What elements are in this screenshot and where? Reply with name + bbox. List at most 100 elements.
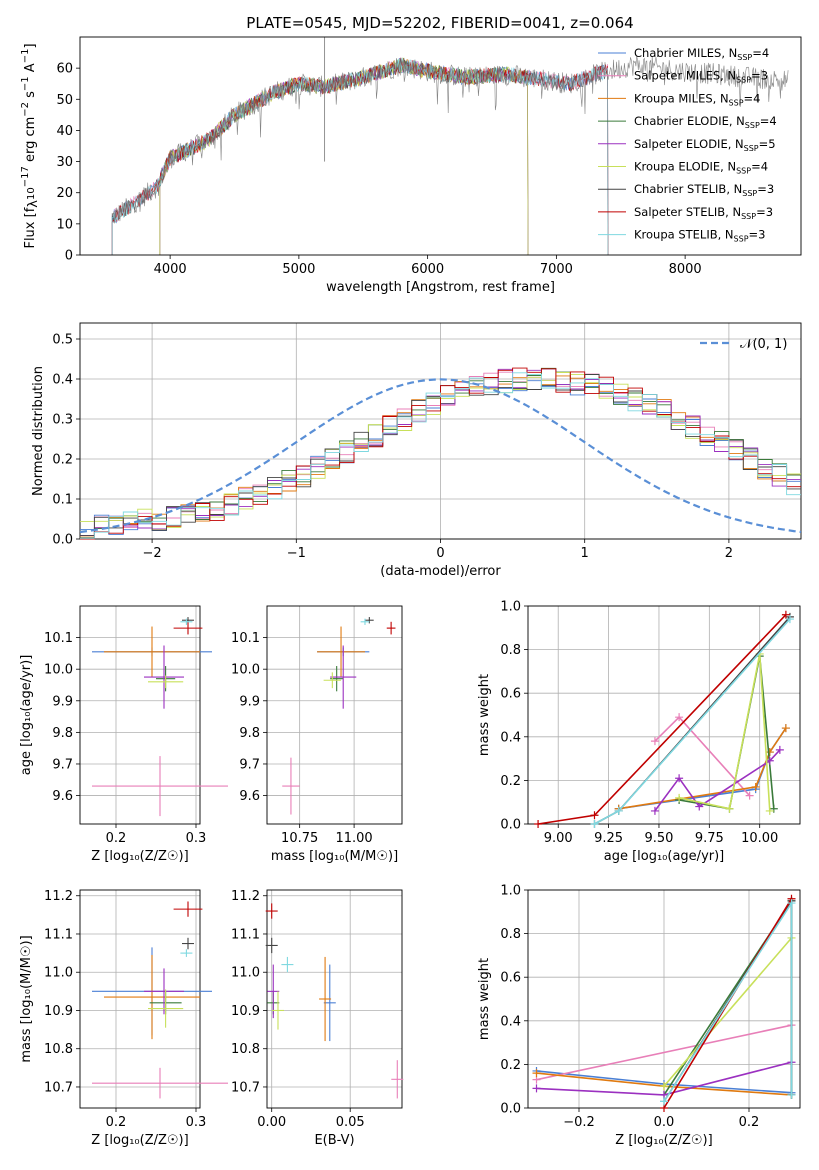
x-tick-label: 0.0	[654, 1115, 675, 1130]
y-tick-label: 20	[56, 186, 73, 201]
axes-frame	[79, 36, 802, 256]
y-axis-label-part: 10	[26, 187, 37, 200]
y-axis-label-part: −1	[20, 49, 31, 64]
x-tick-label: 10.00	[741, 831, 778, 846]
legend-label-suffix: =5	[759, 137, 776, 151]
age_vs_mass-axes: 10.75 11.00 9.6 9.7 9.8 9.9 10.0 10.1 mass [log₁…	[231, 605, 403, 864]
y-tick-label: 0.2	[52, 453, 73, 468]
weight-marker-chabrier_elodie	[769, 804, 778, 813]
weight-line-kroupa_stelib	[663, 900, 793, 1102]
weight-marker-kroupa_stelib	[614, 806, 623, 815]
y-tick-label: 0.0	[500, 818, 521, 833]
x-axis-label: Z [log₁₀(Z/Z☉)]	[91, 1133, 188, 1148]
y-tick-label: 10	[56, 217, 73, 232]
spectrum-model-chabrier_elodie	[159, 57, 529, 255]
y-tick-label: 0	[65, 249, 73, 264]
x-axis-label: mass [log₁₀(M/M☉)]	[271, 849, 398, 864]
legend-label-text: Salpeter STELIB, N	[634, 205, 741, 219]
y-tick-label: 0.8	[500, 927, 521, 942]
y-tick-label: 0.4	[500, 1014, 521, 1029]
weight-marker-salpeter_miles	[675, 713, 684, 722]
y-tick-label: 11.2	[231, 889, 260, 904]
weight-marker-salpeter_miles	[745, 791, 754, 800]
weight-line-salpeter_miles	[536, 1024, 792, 1081]
weight-line-kroupa_elodie	[663, 937, 793, 1087]
weight-marker-kroupa_stelib	[590, 820, 599, 828]
y-axis-label: age [log₁₀(age/yr)]	[19, 655, 34, 776]
y-tick-label: 9.8	[239, 726, 260, 741]
y-tick-label: 40	[56, 124, 73, 139]
age_vs_mass-points	[282, 617, 396, 815]
y-tick-label: 9.9	[239, 694, 260, 709]
x-tick-label: 9.00	[544, 831, 573, 846]
weight-marker-kroupa_miles	[781, 724, 790, 733]
weight-line-salpeter_stelib	[537, 614, 787, 825]
weight_vs_z-axes: −0.2 0.0 0.2 0.0 0.2 0.4 0.6 0.8 1.0 Z [log₁₀(Z/Z…	[477, 884, 801, 1148]
legend-label-text: Chabrier ELODIE, N	[634, 114, 745, 128]
axes-frame	[79, 889, 201, 1109]
y-axis-label-part: −1	[20, 76, 31, 91]
weight_vs_age-lines	[534, 610, 794, 828]
y-axis-label-part: λ	[26, 200, 41, 208]
y-axis-label-part: s	[23, 91, 38, 102]
legend-label-suffix: =3	[757, 182, 774, 196]
spectrum-model-salpeter_elodie	[159, 58, 529, 255]
legend-label: Kroupa MILES, NSSP=4	[634, 91, 760, 107]
y-tick-label: 1.0	[500, 600, 521, 615]
y-tick-label: 11.2	[44, 889, 73, 904]
y-tick-label: 11.1	[44, 927, 73, 942]
y-tick-label: 0.0	[52, 533, 73, 548]
weight-marker-salpeter_stelib	[590, 811, 599, 820]
spectrum-lines	[111, 37, 789, 255]
y-tick-label: 0.6	[500, 971, 521, 986]
weight-marker-salpeter_elodie	[675, 774, 684, 783]
legend-label-subscript: SSP	[744, 144, 759, 153]
y-tick-label: 0.1	[52, 493, 73, 508]
legend-label-text: Salpeter ELODIE, N	[634, 137, 744, 151]
weight-line-kroupa_elodie	[678, 653, 771, 811]
legend-label-suffix: =3	[749, 228, 766, 242]
y-tick-label: 0.8	[500, 643, 521, 658]
x-axis-label: (data-model)/error	[380, 564, 501, 579]
legend-label-subscript: SSP	[736, 167, 751, 176]
weight-line-kroupa_miles	[618, 727, 787, 810]
y-tick-label: 30	[56, 155, 73, 170]
y-tick-label: 10.1	[231, 631, 260, 646]
x-tick-label: −0.2	[563, 1115, 595, 1130]
axes-frame	[266, 605, 403, 825]
spectrum-data-line	[112, 56, 789, 224]
weight-marker-kroupa_stelib	[785, 615, 794, 624]
age_vs_z-points	[92, 617, 228, 817]
x-axis-label: wavelength [Angstrom, rest frame]	[326, 280, 555, 295]
x-tick-label: 2	[725, 546, 733, 561]
axes-frame	[79, 322, 802, 540]
y-tick-label: 0.5	[52, 333, 73, 348]
legend-label: Salpeter STELIB, NSSP=3	[634, 205, 773, 221]
plot-area: 4000 5000 6000 7000 80000102030405060wavelen…	[19, 36, 802, 1148]
y-tick-label: 9.6	[239, 789, 260, 804]
legend-label-text: Kroupa STELIB, N	[634, 228, 734, 242]
x-tick-label: 8000	[669, 262, 702, 277]
legend-label-subscript: SSP	[729, 98, 744, 107]
legend-label-suffix: =3	[751, 69, 768, 83]
weight_vs_z-lines	[532, 894, 796, 1112]
y-tick-label: 11.0	[231, 966, 260, 981]
y-tick-label: 9.7	[239, 757, 260, 772]
figure-title: PLATE=0545, MJD=52202, FIBERID=0041, z=0…	[246, 14, 633, 32]
legend-label-subscript: SSP	[745, 121, 760, 130]
y-tick-label: 9.6	[52, 789, 73, 804]
legend-label-suffix: =4	[744, 91, 761, 105]
y-tick-label: 50	[56, 93, 73, 108]
y-axis-label: mass [log₁₀(M/M☉)]	[19, 935, 34, 1062]
y-tick-label: 9.9	[52, 694, 73, 709]
y-tick-label: 10.9	[231, 1004, 260, 1019]
y-axis-label-part: −2	[20, 102, 31, 117]
x-axis-label: E(B-V)	[314, 1133, 354, 1148]
spectrum-model-kroupa_miles	[159, 59, 529, 255]
x-axis-label: Z [log₁₀(Z/Z☉)]	[91, 849, 188, 864]
legend-label-text: Kroupa ELODIE, N	[634, 160, 736, 174]
weight-line-chabrier_stelib	[594, 616, 791, 825]
x-tick-label: 11.00	[335, 831, 372, 846]
gaussian-curve	[79, 378, 802, 534]
spectrum-model-kroupa_elodie	[159, 57, 529, 255]
